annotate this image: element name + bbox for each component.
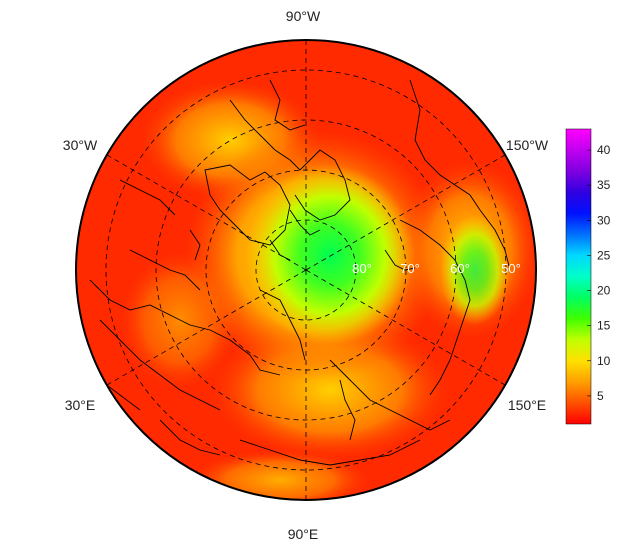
- colorbar-tick-label: 20: [597, 284, 611, 298]
- colorbar-tick-label: 35: [597, 178, 611, 192]
- lon-label-90e: 90°E: [288, 526, 319, 542]
- lon-label-30w: 30°W: [63, 137, 98, 153]
- coastlines: [89, 79, 511, 466]
- lat-label-60: 60°: [450, 261, 470, 276]
- lon-label-150w: 150°W: [506, 137, 549, 153]
- colorbar-tick-label: 40: [597, 143, 611, 157]
- colorbar-tick-label: 10: [597, 354, 611, 368]
- colorbar: 5 10 15 20 25 30 35 40: [565, 128, 611, 425]
- colorbar-tick-label: 5: [597, 389, 604, 403]
- colorbar-tick-label: 30: [597, 213, 611, 227]
- graticule: [105, 40, 507, 500]
- colorbar-gradient: [565, 128, 592, 425]
- lon-label-90w: 90°W: [286, 8, 321, 24]
- lat-label-50: 50°: [501, 261, 521, 276]
- latitude-labels: 80° 70° 60° 50°: [352, 261, 521, 276]
- map-frame: [75, 39, 537, 501]
- lon-label-30e: 30°E: [65, 397, 96, 413]
- lat-label-70: 70°: [400, 261, 420, 276]
- longitude-labels: 90°W 30°W 150°W 30°E 150°E 90°E: [63, 8, 549, 542]
- colorbar-tick-label: 25: [597, 248, 611, 262]
- value-field: [76, 40, 536, 500]
- lon-label-150e: 150°E: [508, 397, 546, 413]
- colorbar-tick-label: 15: [597, 319, 611, 333]
- lat-label-80: 80°: [352, 261, 372, 276]
